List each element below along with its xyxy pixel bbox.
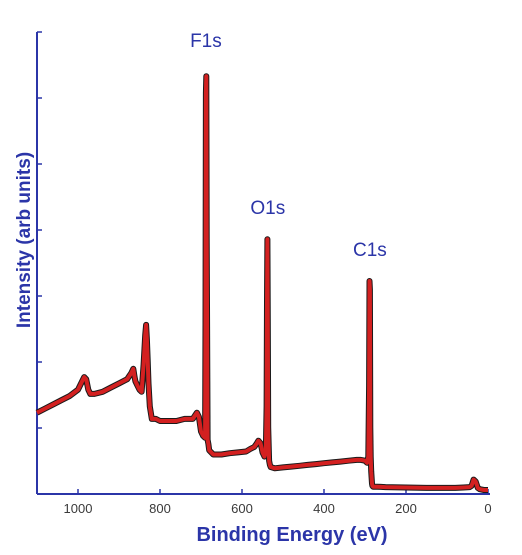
spectrum-line-outline	[35, 73, 488, 493]
x-tick-label: 200	[395, 501, 417, 516]
x-axis-title: Binding Energy (eV)	[196, 524, 387, 546]
axes	[36, 32, 490, 495]
x-tick-label: 400	[313, 501, 335, 516]
spectrum-series	[35, 73, 488, 493]
x-tick-label: 1000	[64, 501, 93, 516]
x-tick-label: 600	[231, 501, 253, 516]
x-tick-label: 0	[484, 501, 491, 516]
y-axis-title: Intensity (arb units)	[14, 152, 35, 328]
peak-label: F1s	[190, 31, 222, 52]
peak-label: C1s	[353, 240, 387, 261]
x-tick-label: 800	[149, 501, 171, 516]
spectrum-line	[36, 74, 488, 492]
peak-labels: F1s O1s C1s	[190, 31, 387, 261]
peak-label: O1s	[250, 198, 285, 219]
y-ticks	[37, 31, 42, 429]
